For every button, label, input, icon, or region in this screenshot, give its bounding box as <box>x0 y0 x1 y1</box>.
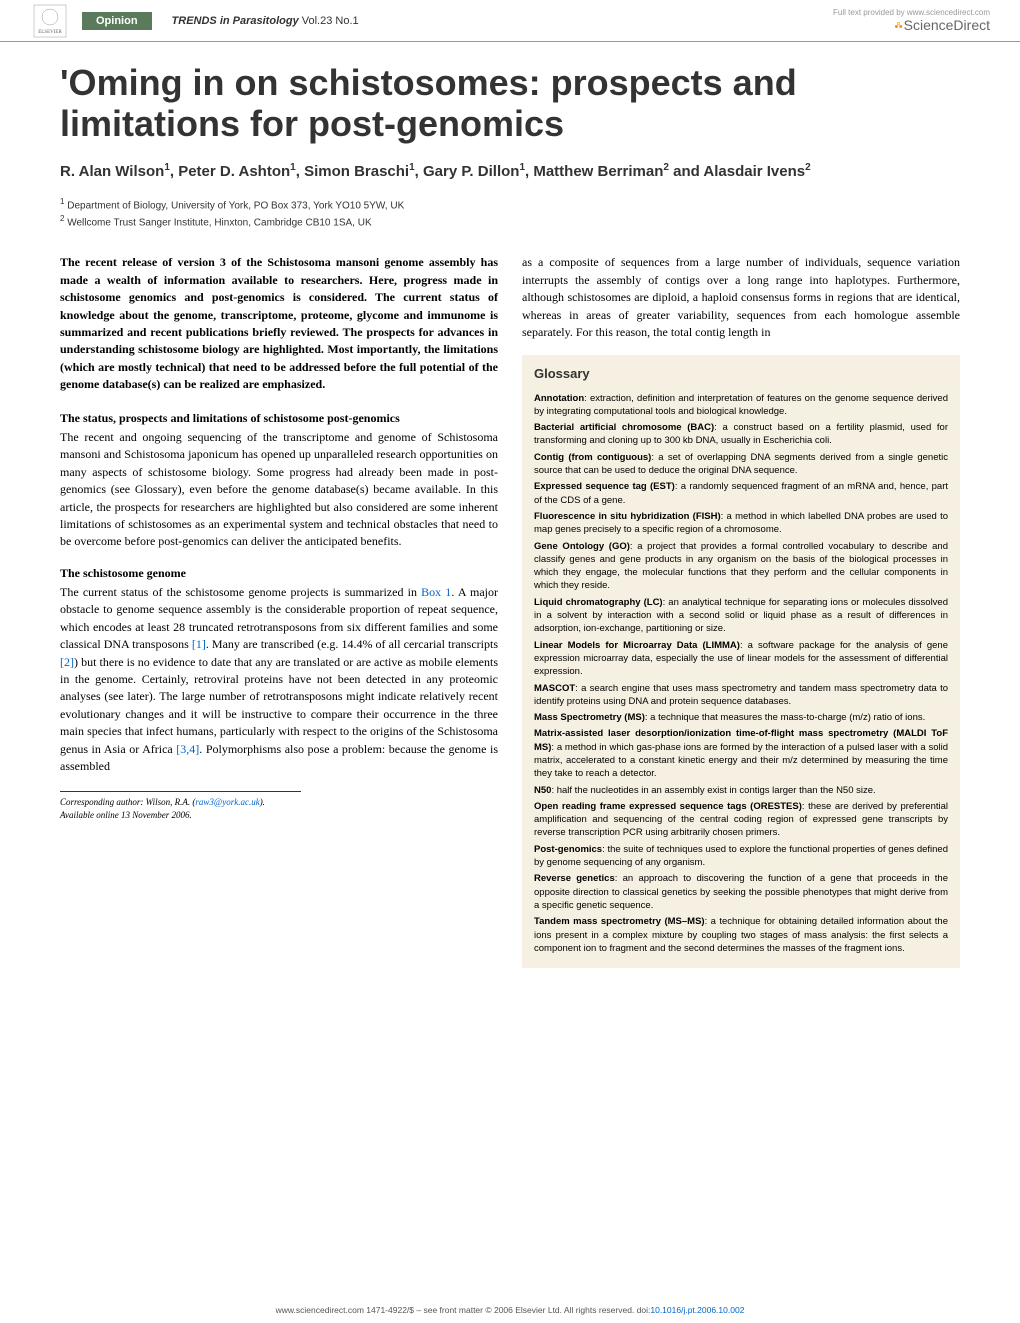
author-1: R. Alan Wilson <box>60 163 164 180</box>
glossary-term: N50 <box>534 785 551 796</box>
glossary-term: MASCOT <box>534 683 575 694</box>
section-2-heading: The schistosome genome <box>60 565 498 582</box>
svg-text:ELSEVIER: ELSEVIER <box>38 30 62 35</box>
ref-2[interactable]: [2] <box>60 655 74 669</box>
opinion-badge: Opinion <box>82 12 152 30</box>
corr-close: ). <box>260 797 265 807</box>
glossary-term: Liquid chromatography (LC) <box>534 597 663 608</box>
glossary-entry: Contig (from contiguous): a set of overl… <box>534 451 948 478</box>
author-6-sup: 2 <box>805 162 811 173</box>
right-column: as a composite of sequences from a large… <box>522 254 960 968</box>
glossary-term: Linear Models for Microarray Data (LIMMA… <box>534 640 740 651</box>
journal-volume: Vol.23 No.1 <box>302 15 359 27</box>
journal-name: TRENDS in Parasitology <box>172 15 299 27</box>
glossary-term: Gene Ontology (GO) <box>534 541 630 552</box>
glossary-def: : extraction, definition and interpretat… <box>534 393 948 417</box>
elsevier-logo: ELSEVIER <box>30 1 70 41</box>
affil-1: Department of Biology, University of Yor… <box>64 200 404 211</box>
col2-continuation: as a composite of sequences from a large… <box>522 254 960 341</box>
abstract: The recent release of version 3 of the S… <box>60 254 498 393</box>
author-3: , Simon Braschi <box>296 163 409 180</box>
provider-name: ScienceDirect <box>904 17 990 33</box>
glossary-entry: Matrix-assisted laser desorption/ionizat… <box>534 727 948 780</box>
glossary-entry: Fluorescence in situ hybridization (FISH… <box>534 510 948 537</box>
glossary-entry: MASCOT: a search engine that uses mass s… <box>534 682 948 709</box>
glossary-term: Contig (from contiguous) <box>534 452 651 463</box>
header-bar: ELSEVIER Opinion TRENDS in Parasitology … <box>0 0 1020 42</box>
ref-1[interactable]: [1] <box>192 637 206 651</box>
box-1-ref[interactable]: Box 1 <box>421 585 451 599</box>
glossary-entry: Post-genomics: the suite of techniques u… <box>534 843 948 870</box>
section-2-body: The current status of the schistosome ge… <box>60 584 498 775</box>
glossary-entry: N50: half the nucleotides in an assembly… <box>534 784 948 797</box>
s2-b1: The current status of the schistosome ge… <box>60 585 421 599</box>
ref-3-4[interactable]: [3,4] <box>176 742 199 756</box>
glossary-entry: Tandem mass spectrometry (MS–MS): a tech… <box>534 915 948 955</box>
author-6: and Alasdair Ivens <box>669 163 805 180</box>
provider-small-text: Full text provided by www.sciencedirect.… <box>833 8 990 17</box>
glossary-term: Tandem mass spectrometry (MS–MS) <box>534 916 705 927</box>
left-column: The recent release of version 3 of the S… <box>60 254 498 968</box>
author-2: , Peter D. Ashton <box>170 163 290 180</box>
footer: www.sciencedirect.com 1471-4922/$ – see … <box>60 1305 960 1315</box>
corr-label: Corresponding author: <box>60 797 143 807</box>
journal-info: TRENDS in Parasitology Vol.23 No.1 <box>172 15 834 27</box>
glossary-def: : a technique that measures the mass-to-… <box>645 712 925 723</box>
glossary-term: Open reading frame expressed sequence ta… <box>534 801 802 812</box>
glossary-entry: Gene Ontology (GO): a project that provi… <box>534 540 948 593</box>
main-content: 'Oming in on schistosomes: prospects and… <box>0 42 1020 978</box>
glossary-entry: Expressed sequence tag (EST): a randomly… <box>534 480 948 507</box>
available-date: Available online 13 November 2006. <box>60 810 192 820</box>
glossary-entry: Bacterial artificial chromosome (BAC): a… <box>534 421 948 448</box>
author-5: , Matthew Berriman <box>525 163 663 180</box>
article-title: 'Oming in on schistosomes: prospects and… <box>60 62 960 145</box>
sd-dots: •°• <box>894 21 900 33</box>
glossary-def: : half the nucleotides in an assembly ex… <box>551 785 875 796</box>
sciencedirect-logo: Full text provided by www.sciencedirect.… <box>833 8 990 33</box>
glossary-term: Mass Spectrometry (MS) <box>534 712 645 723</box>
glossary-term: Annotation <box>534 393 584 404</box>
glossary-def: : a method in which gas-phase ions are f… <box>534 742 948 780</box>
footer-text: www.sciencedirect.com 1471-4922/$ – see … <box>276 1305 651 1315</box>
two-column-layout: The recent release of version 3 of the S… <box>60 254 960 968</box>
glossary-entry: Liquid chromatography (LC): an analytica… <box>534 596 948 636</box>
glossary-term: Fluorescence in situ hybridization (FISH… <box>534 511 721 522</box>
glossary-term: Expressed sequence tag (EST) <box>534 481 675 492</box>
corr-name: Wilson, R.A. ( <box>143 797 195 807</box>
glossary-term: Post-genomics <box>534 844 602 855</box>
glossary-entry: Linear Models for Microarray Data (LIMMA… <box>534 639 948 679</box>
glossary-title: Glossary <box>534 365 948 383</box>
corresponding-author: Corresponding author: Wilson, R.A. (raw3… <box>60 791 301 822</box>
section-1-heading: The status, prospects and limitations of… <box>60 410 498 427</box>
corr-email[interactable]: raw3@york.ac.uk <box>195 797 259 807</box>
section-1-body: The recent and ongoing sequencing of the… <box>60 429 498 551</box>
s2-b4: ) but there is no evidence to date that … <box>60 655 498 756</box>
footer-doi[interactable]: 10.1016/j.pt.2006.10.002 <box>650 1305 744 1315</box>
glossary-entry: Open reading frame expressed sequence ta… <box>534 800 948 840</box>
glossary-entry: Mass Spectrometry (MS): a technique that… <box>534 711 948 724</box>
glossary-def: : a search engine that uses mass spectro… <box>534 683 948 707</box>
glossary-term: Bacterial artificial chromosome (BAC) <box>534 422 714 433</box>
glossary-entries: Annotation: extraction, definition and i… <box>534 392 948 956</box>
authors: R. Alan Wilson1, Peter D. Ashton1, Simon… <box>60 161 960 182</box>
glossary-entry: Annotation: extraction, definition and i… <box>534 392 948 419</box>
glossary-entry: Reverse genetics: an approach to discove… <box>534 872 948 912</box>
s2-b3: . Many are transcribed (e.g. 14.4% of al… <box>206 637 498 651</box>
author-4: , Gary P. Dillon <box>415 163 520 180</box>
glossary-term: Reverse genetics <box>534 873 615 884</box>
affil-2: Wellcome Trust Sanger Institute, Hinxton… <box>64 217 371 228</box>
glossary-box: Glossary Annotation: extraction, definit… <box>522 355 960 968</box>
affiliations: 1 Department of Biology, University of Y… <box>60 196 960 231</box>
